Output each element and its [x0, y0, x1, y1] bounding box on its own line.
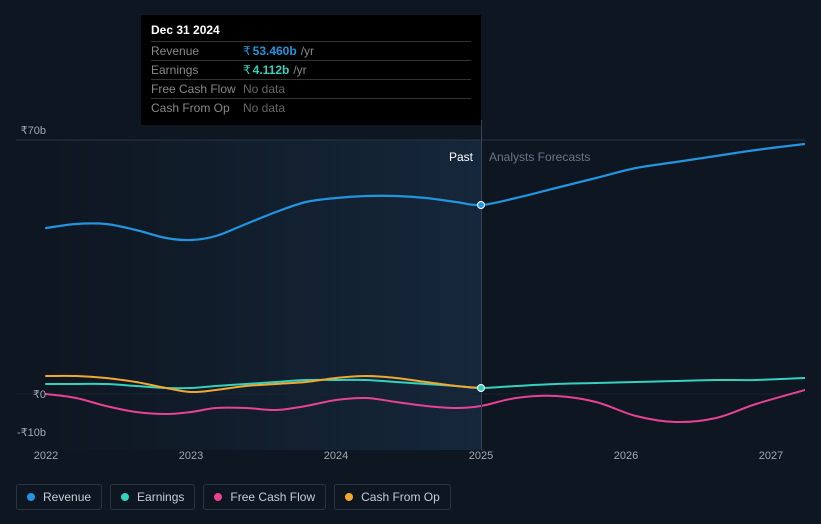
tooltip-row-label: Free Cash Flow	[151, 82, 243, 96]
legend-item-free-cash-flow[interactable]: Free Cash Flow	[203, 484, 326, 510]
hover-tooltip: Dec 31 2024 Revenue₹53.460b/yrEarnings₹4…	[141, 15, 481, 125]
tooltip-date: Dec 31 2024	[151, 23, 471, 41]
legend-item-cash-from-op[interactable]: Cash From Op	[334, 484, 451, 510]
x-axis-year: 2022	[34, 450, 58, 462]
legend-label: Earnings	[137, 490, 184, 504]
hover-dot	[477, 201, 485, 209]
y-axis-label-top: ₹70b	[21, 124, 46, 137]
hover-line	[481, 120, 482, 450]
past-label: Past	[449, 150, 473, 164]
y-axis-label-bottom: -₹10b	[17, 426, 46, 439]
legend-label: Revenue	[43, 490, 91, 504]
tooltip-row-label: Revenue	[151, 44, 243, 58]
tooltip-nodata: No data	[243, 82, 285, 96]
tooltip-row: Earnings₹4.112b/yr	[151, 60, 471, 79]
y-axis-label-zero: ₹0	[33, 388, 46, 401]
x-axis-year: 2024	[324, 450, 348, 462]
tooltip-value: ₹4.112b/yr	[243, 63, 307, 77]
legend-dot	[214, 493, 222, 501]
x-axis-year: 2026	[614, 450, 638, 462]
forecast-label: Analysts Forecasts	[489, 150, 590, 164]
chart-area[interactable]: ₹70b ₹0 -₹10b	[16, 120, 805, 450]
legend-dot	[345, 493, 353, 501]
tooltip-row: Revenue₹53.460b/yr	[151, 41, 471, 60]
legend-item-revenue[interactable]: Revenue	[16, 484, 102, 510]
legend-label: Free Cash Flow	[230, 490, 315, 504]
x-axis-year: 2023	[179, 450, 203, 462]
legend-dot	[121, 493, 129, 501]
tooltip-row: Cash From OpNo data	[151, 98, 471, 117]
tooltip-value: ₹53.460b/yr	[243, 44, 314, 58]
legend: Revenue Earnings Free Cash Flow Cash From O…	[16, 484, 451, 510]
x-axis-year: 2025	[469, 450, 493, 462]
tooltip-row-label: Cash From Op	[151, 101, 243, 115]
tooltip-row-label: Earnings	[151, 63, 243, 77]
chart-svg	[16, 120, 805, 450]
legend-dot	[27, 493, 35, 501]
legend-label: Cash From Op	[361, 490, 440, 504]
x-axis-year: 2027	[759, 450, 783, 462]
tooltip-row: Free Cash FlowNo data	[151, 79, 471, 98]
legend-item-earnings[interactable]: Earnings	[110, 484, 195, 510]
hover-dot	[477, 384, 485, 392]
tooltip-nodata: No data	[243, 101, 285, 115]
